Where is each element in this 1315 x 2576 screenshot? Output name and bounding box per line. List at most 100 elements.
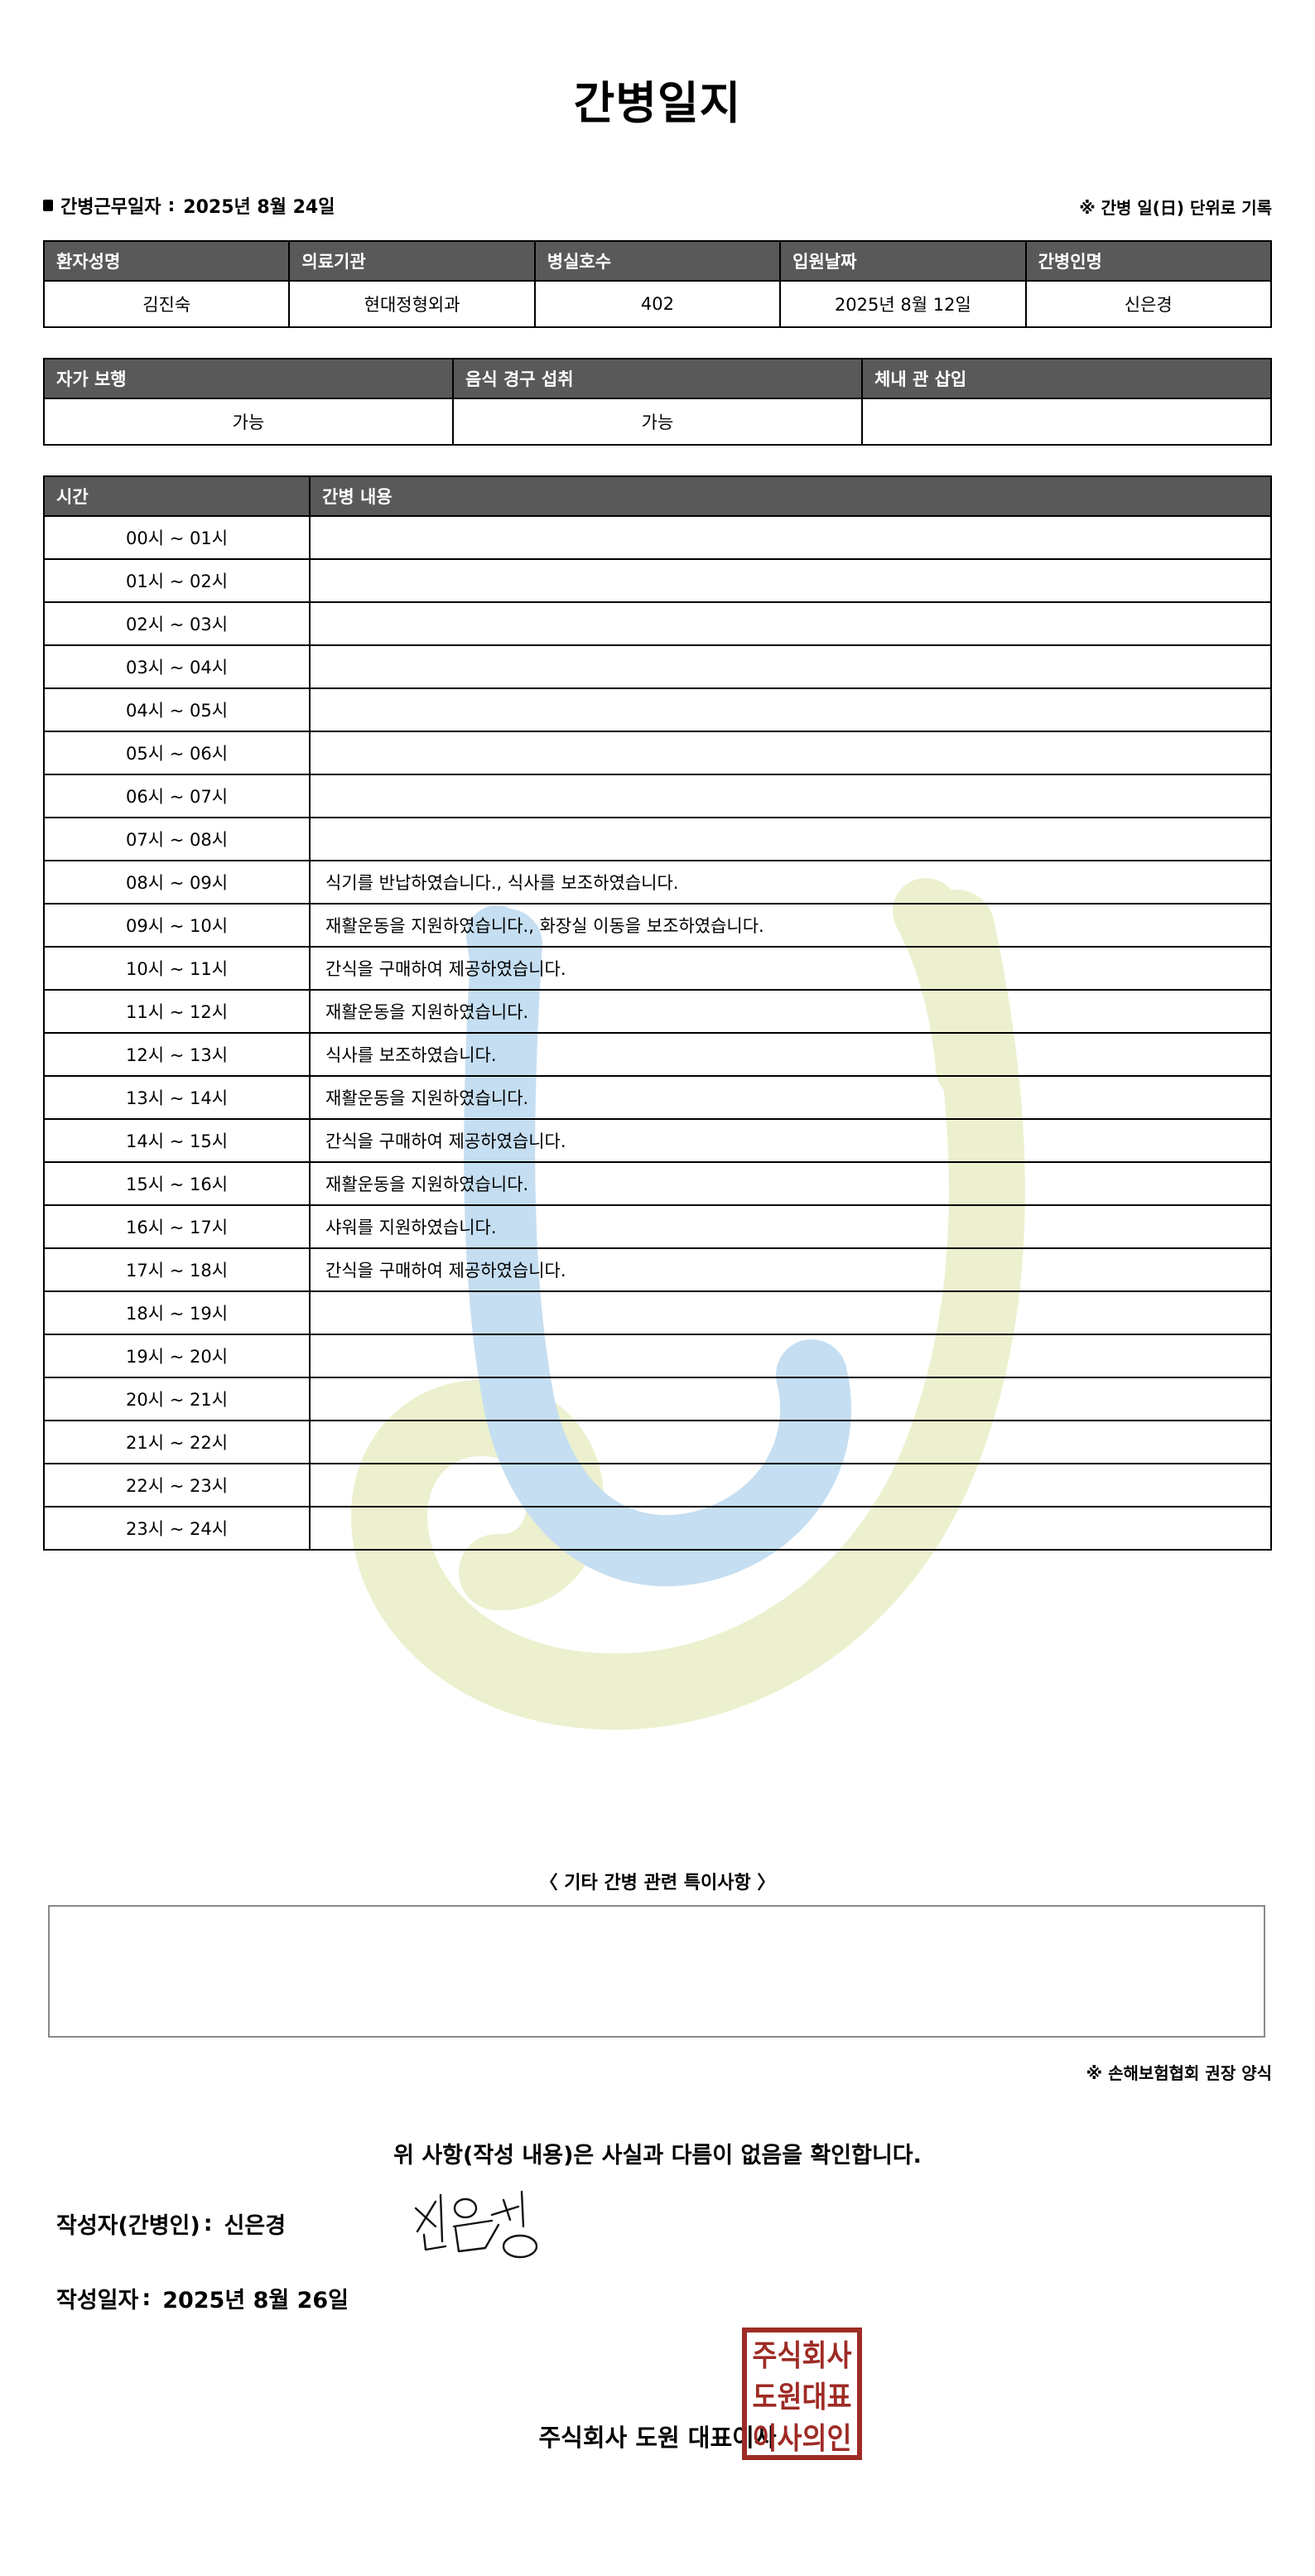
time-slot-cell: 13시 ~ 14시: [43, 1075, 311, 1120]
td-self-ambulation: 가능: [43, 398, 454, 446]
care-content-cell[interactable]: 간식을 구매하여 제공하였습니다.: [309, 1247, 1272, 1292]
time-slot-cell: 14시 ~ 15시: [43, 1118, 311, 1163]
patient-info-table: 환자성명 의료기관 병실호수 입원날짜 간병인명 김진숙 현대정형외과 402 …: [42, 240, 1273, 328]
table-row: 20시 ~ 21시: [43, 1377, 1272, 1421]
care-content-cell[interactable]: [309, 687, 1272, 732]
work-date-value: 2025년 8월 24일: [183, 197, 335, 218]
care-content-cell[interactable]: 식사를 보조하였습니다.: [309, 1032, 1272, 1077]
th-room-number: 병실호수: [533, 240, 782, 282]
care-content-cell[interactable]: [309, 1334, 1272, 1378]
time-slot-cell: 08시 ~ 09시: [43, 860, 311, 904]
td-caregiver-name: 신은경: [1024, 280, 1273, 328]
remarks-textarea[interactable]: [48, 1905, 1265, 2038]
work-date-label: 간병근무일자: [60, 197, 161, 218]
table-row: 07시 ~ 08시: [43, 817, 1272, 861]
table-row: 01시 ~ 02시: [43, 558, 1272, 603]
time-slot-cell: 02시 ~ 03시: [43, 601, 311, 646]
th-caregiver-name: 간병인명: [1024, 240, 1273, 282]
time-slot-cell: 22시 ~ 23시: [43, 1463, 311, 1507]
work-date-group: 간병근무일자 : 2025년 8월 24일: [43, 192, 335, 219]
table-row: 22시 ~ 23시: [43, 1463, 1272, 1507]
time-slot-cell: 03시 ~ 04시: [43, 644, 311, 689]
th-care-content: 간병 내용: [309, 475, 1272, 517]
writer-label: 작성자(간병인): [56, 2213, 200, 2239]
table-row: 08시 ~ 09시 식기를 반납하였습니다., 식사를 보조하였습니다.: [43, 860, 1272, 904]
written-date-value: 2025년 8월 26일: [162, 2288, 349, 2313]
table-row: 04시 ~ 05시: [43, 687, 1272, 732]
care-content-cell[interactable]: 간식을 구매하여 제공하였습니다.: [309, 1118, 1272, 1163]
time-slot-cell: 23시 ~ 24시: [43, 1506, 311, 1551]
care-content-cell[interactable]: 식기를 반납하였습니다., 식사를 보조하였습니다.: [309, 860, 1272, 904]
time-slot-cell: 15시 ~ 16시: [43, 1161, 311, 1206]
time-slot-cell: 01시 ~ 02시: [43, 558, 311, 603]
care-content-cell[interactable]: [309, 515, 1272, 560]
table-row: 18시 ~ 19시: [43, 1290, 1272, 1335]
page-title: 간병일지: [573, 77, 742, 129]
time-slot-cell: 05시 ~ 06시: [43, 731, 311, 775]
table-row: 15시 ~ 16시 재활운동을 지원하였습니다.: [43, 1161, 1272, 1206]
time-slot-cell: 18시 ~ 19시: [43, 1290, 311, 1335]
care-content-cell[interactable]: 재활운동을 지원하였습니다.: [309, 989, 1272, 1034]
patient-status-table: 자가 보행 음식 경구 섭취 체내 관 삽입 가능 가능: [43, 358, 1272, 446]
confirmation-statement: 위 사항(작성 내용)은 사실과 다름이 없음을 확인합니다.: [393, 2143, 922, 2168]
care-content-cell[interactable]: 샤워를 지원하였습니다.: [309, 1204, 1272, 1249]
table-row: 11시 ~ 12시 재활운동을 지원하였습니다.: [43, 989, 1272, 1034]
svg-text:이사의인: 이사의인: [753, 2422, 852, 2456]
care-content-cell[interactable]: [309, 644, 1272, 689]
care-content-cell[interactable]: [309, 731, 1272, 775]
care-content-cell[interactable]: 재활운동을 지원하였습니다., 화장실 이동을 보조하였습니다.: [309, 903, 1272, 948]
th-institution: 의료기관: [288, 240, 536, 282]
written-date-colon: :: [142, 2285, 152, 2311]
written-date-label: 작성일자: [56, 2288, 139, 2313]
patient-header-row: 환자성명 의료기관 병실호수 입원날짜 간병인명: [42, 240, 1273, 282]
care-content-cell[interactable]: [309, 1420, 1272, 1464]
th-admission-date: 입원날짜: [779, 240, 1027, 282]
care-content-cell[interactable]: [309, 601, 1272, 646]
care-content-cell[interactable]: [309, 1377, 1272, 1421]
td-room-number: 402: [533, 280, 782, 328]
table-row: 13시 ~ 14시 재활운동을 지원하였습니다.: [43, 1075, 1272, 1120]
table-row: 03시 ~ 04시: [43, 644, 1272, 689]
care-content-cell[interactable]: 재활운동을 지원하였습니다.: [309, 1075, 1272, 1120]
time-slot-cell: 17시 ~ 18시: [43, 1247, 311, 1292]
meta-row: 간병근무일자 : 2025년 8월 24일 ※ 간병 일(日) 단위로 기록: [43, 192, 1272, 219]
th-internal-tube: 체내 관 삽입: [861, 358, 1272, 399]
care-content-cell[interactable]: [309, 558, 1272, 603]
time-slot-cell: 12시 ~ 13시: [43, 1032, 311, 1077]
time-slot-cell: 19시 ~ 20시: [43, 1334, 311, 1378]
care-content-cell[interactable]: 간식을 구매하여 제공하였습니다.: [309, 946, 1272, 991]
table-row: 09시 ~ 10시 재활운동을 지원하였습니다., 화장실 이동을 보조하였습니다…: [43, 903, 1272, 948]
care-content-cell[interactable]: [309, 1463, 1272, 1507]
care-content-cell[interactable]: [309, 1506, 1272, 1551]
time-slot-cell: 07시 ~ 08시: [43, 817, 311, 861]
th-time: 시간: [43, 475, 311, 517]
svg-text:도원대표: 도원대표: [753, 2381, 852, 2414]
time-slot-cell: 11시 ~ 12시: [43, 989, 311, 1034]
td-patient-name: 김진숙: [42, 280, 291, 328]
writer-line: 작성자(간병인) : 신은경: [56, 2207, 286, 2240]
care-content-cell[interactable]: [309, 774, 1272, 818]
work-date-colon: :: [167, 195, 176, 216]
written-date-line: 작성일자 : 2025년 8월 26일: [56, 2282, 349, 2314]
time-slot-cell: 21시 ~ 22시: [43, 1420, 311, 1464]
patient-value-row: 김진숙 현대정형외과 402 2025년 8월 12일 신은경: [42, 280, 1273, 328]
hours-header-row: 시간 간병 내용: [43, 475, 1272, 517]
care-content-cell[interactable]: 재활운동을 지원하였습니다.: [309, 1161, 1272, 1206]
care-content-cell[interactable]: [309, 817, 1272, 861]
company-seal-stamp: 주식회사 도원대표 이사의인: [742, 2328, 862, 2460]
writer-name: 신은경: [224, 2213, 287, 2239]
remarks-title: 〈 기타 간병 관련 특이사항 〉: [539, 1873, 776, 1893]
time-slot-cell: 10시 ~ 11시: [43, 946, 311, 991]
th-oral-intake: 음식 경구 섭취: [452, 358, 863, 399]
time-slot-cell: 20시 ~ 21시: [43, 1377, 311, 1421]
table-row: 19시 ~ 20시: [43, 1334, 1272, 1378]
time-slot-cell: 04시 ~ 05시: [43, 687, 311, 732]
table-row: 00시 ~ 01시: [43, 515, 1272, 560]
table-row: 10시 ~ 11시 간식을 구매하여 제공하였습니다.: [43, 946, 1272, 991]
care-content-cell[interactable]: [309, 1290, 1272, 1335]
td-oral-intake: 가능: [452, 398, 863, 446]
td-institution: 현대정형외과: [288, 280, 536, 328]
hourly-care-log-table: 시간 간병 내용 00시 ~ 01시 01시 ~ 02시 02시 ~ 03시 03시 …: [43, 475, 1272, 1551]
table-row: 14시 ~ 15시 간식을 구매하여 제공하였습니다.: [43, 1118, 1272, 1163]
